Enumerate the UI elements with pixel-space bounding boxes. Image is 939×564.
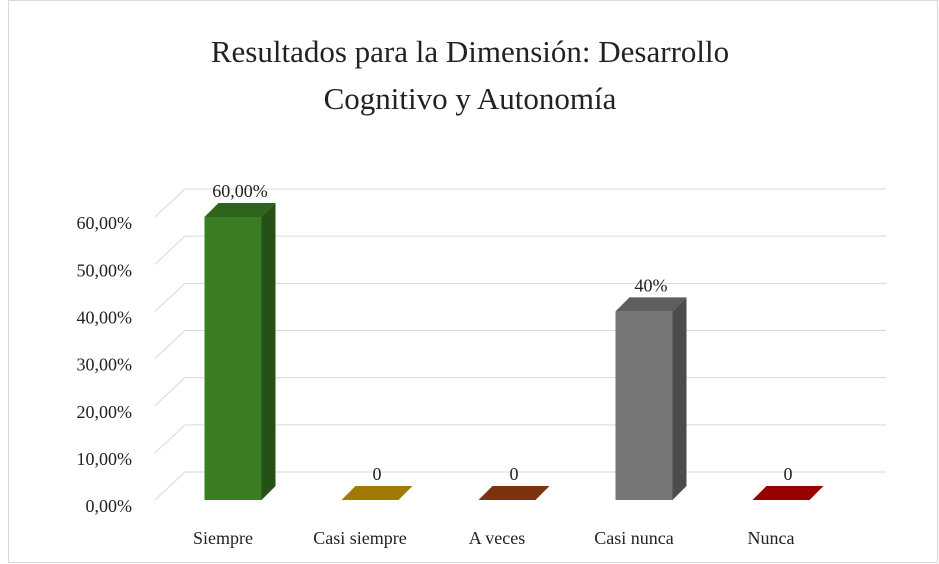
data-label: 60,00%	[212, 181, 268, 201]
y-tick-label: 50,00%	[77, 260, 133, 280]
bar-side	[261, 203, 276, 500]
bar-top-shade	[615, 297, 687, 312]
side-grid-line	[154, 235, 186, 265]
data-label: 40%	[635, 275, 668, 295]
chart-title: Resultados para la Dimensión: Desarrollo…	[210, 34, 730, 116]
y-tick-label: 10,00%	[77, 449, 133, 469]
bar	[752, 486, 824, 500]
x-tick-label: A veces	[469, 528, 525, 548]
bar	[341, 486, 413, 500]
data-label: 0	[510, 464, 519, 484]
y-tick-label: 20,00%	[77, 402, 133, 422]
y-tick-label: 0,00%	[86, 496, 133, 516]
data-label: 0	[784, 464, 793, 484]
bar-top	[752, 486, 824, 500]
bar	[478, 486, 550, 500]
x-tick-label: Casi siempre	[313, 528, 406, 548]
bar	[204, 203, 276, 500]
y-tick-label: 40,00%	[77, 307, 133, 327]
side-grid-line	[154, 424, 186, 454]
x-tick-label: Nunca	[748, 528, 795, 548]
x-tick-label: Siempre	[193, 528, 253, 548]
bar	[615, 297, 687, 500]
x-tick-label: Casi nunca	[594, 528, 673, 548]
bar-top-shade	[478, 486, 550, 500]
bar-top-shade	[752, 486, 824, 500]
side-grid-line	[154, 188, 186, 218]
bar-front	[204, 217, 262, 500]
bar-side	[672, 297, 687, 500]
side-grid-line	[154, 471, 186, 501]
bar-front	[615, 311, 673, 500]
bar-top-shade	[341, 486, 413, 500]
y-tick-label: 60,00%	[77, 213, 133, 233]
bar-top	[478, 486, 550, 500]
bar-top	[341, 486, 413, 500]
side-grid-line	[154, 377, 186, 407]
bar-top	[204, 203, 276, 217]
side-grid-line	[154, 282, 186, 312]
chart-border	[8, 0, 938, 563]
side-grid-line	[154, 330, 186, 359]
bar-side-shade	[261, 203, 276, 500]
bar-top	[615, 297, 687, 312]
bar-side-shade	[672, 297, 687, 500]
data-label: 0	[373, 464, 382, 484]
y-tick-label: 30,00%	[77, 355, 133, 375]
bar-top-shade	[204, 203, 276, 217]
